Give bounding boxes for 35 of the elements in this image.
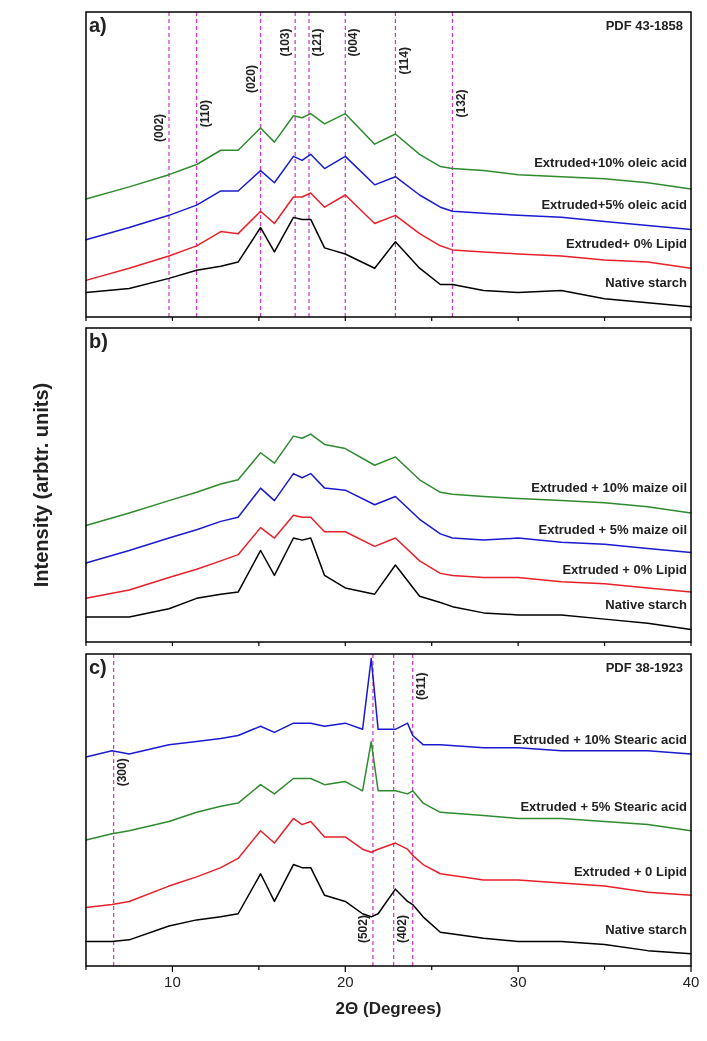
series-label: Extruded + 5% Stearic acid: [520, 799, 688, 815]
series-label: Native starch: [605, 922, 688, 938]
annotation: (002): [152, 113, 167, 142]
y-axis-title: Intensity (arbtr. units): [30, 382, 52, 588]
x-tick-label: 30: [509, 973, 527, 990]
series-label: Extruded + 0% Lipid: [562, 561, 688, 577]
annotation: c): [89, 656, 107, 678]
text: b): [89, 330, 108, 352]
series-label: Extruded+ 0% Lipid: [566, 235, 688, 251]
x-axis-title: 2Θ (Degrees): [335, 999, 442, 1018]
annotation: (611): [413, 672, 428, 700]
series-label: Extruded+5% oleic acid: [541, 197, 688, 213]
series-label: Extruded + 5% maize oil: [538, 522, 687, 538]
series-label: Extruded+10% oleic acid: [534, 154, 688, 170]
annotation: (114): [396, 47, 411, 75]
series-label: Extruded + 10% maize oil: [531, 480, 687, 496]
annotation: (402): [394, 915, 409, 944]
annotation: (004): [346, 28, 361, 57]
annotation: PDF 38-1923: [605, 660, 683, 675]
text: a): [89, 14, 107, 36]
series-label: Native starch: [605, 596, 688, 612]
series-label: Extruded + 0 Lipid: [573, 863, 688, 879]
x-tick-label: 40: [682, 973, 700, 990]
series-label: Native starch: [605, 274, 688, 290]
annotation: (103): [278, 28, 293, 57]
annotation: (121): [310, 28, 325, 57]
annotation: (020): [243, 65, 258, 94]
annotation: (110): [197, 99, 212, 128]
text: PDF 43-1858: [605, 18, 683, 33]
x-tick-label: 20: [336, 973, 354, 990]
annotation: (132): [453, 89, 468, 118]
annotation: (300): [114, 758, 129, 787]
series-label: Extruded + 10% Stearic acid: [513, 731, 688, 747]
annotation: (502): [356, 915, 371, 944]
x-tick-label: 10: [164, 973, 181, 990]
